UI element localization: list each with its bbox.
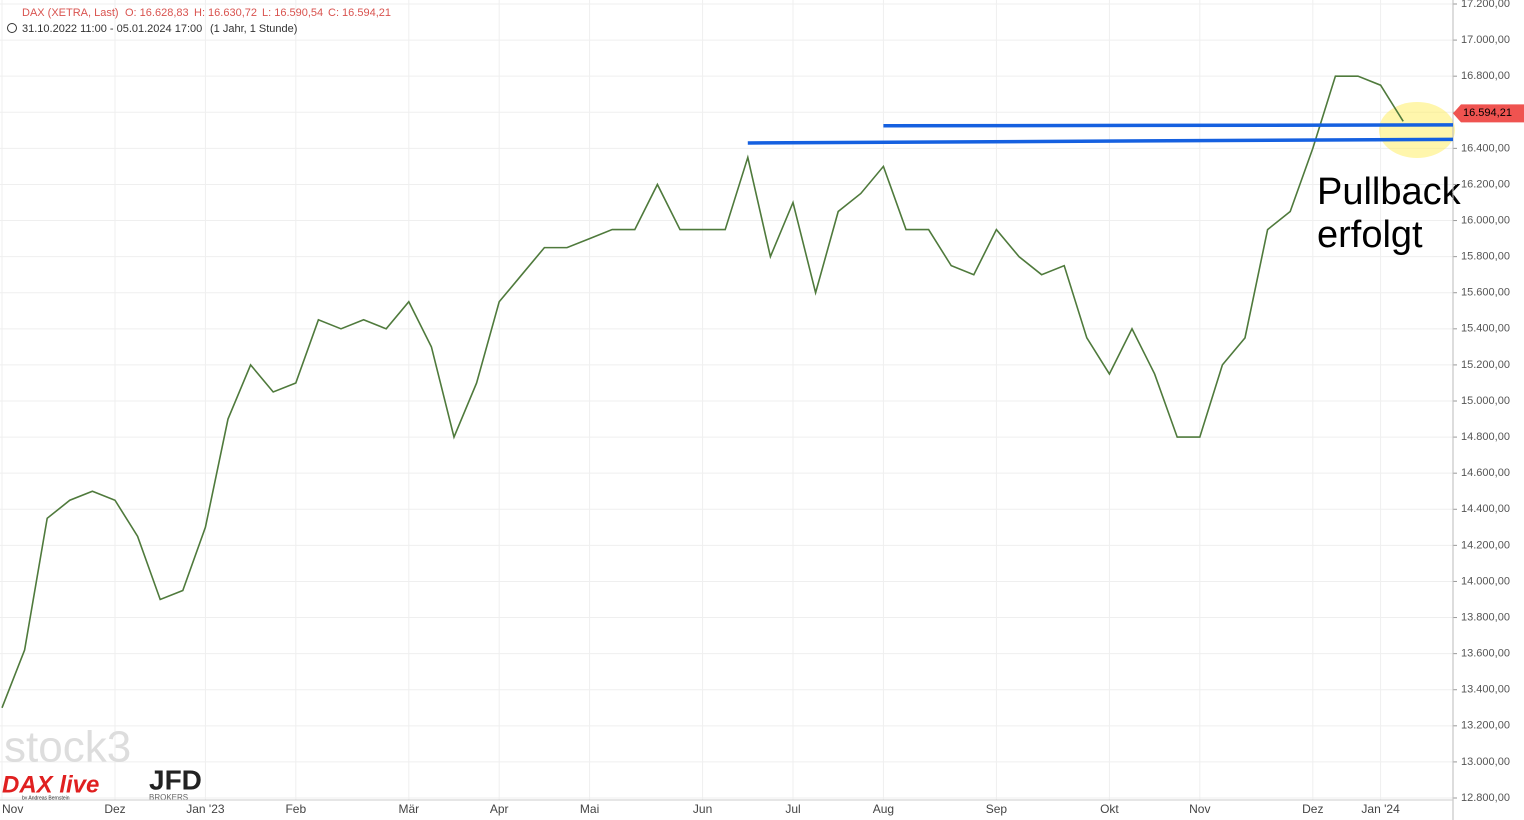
x-tick-label: Jan '23 <box>186 802 225 816</box>
y-tick-label: 15.600,00 <box>1461 287 1510 299</box>
y-tick-label: 16.800,00 <box>1461 70 1510 82</box>
clock-icon <box>7 23 17 33</box>
x-tick-label: Apr <box>490 802 509 816</box>
y-tick-label: 14.400,00 <box>1461 503 1510 515</box>
x-tick-label: Jan '24 <box>1361 802 1400 816</box>
x-tick-label: Jul <box>785 802 800 816</box>
last-price-label: 16.594,21 <box>1463 107 1512 119</box>
y-tick-label: 12.800,00 <box>1461 792 1510 804</box>
low: L: 16.590,54 <box>262 7 323 19</box>
logo: stock3 <box>4 723 131 772</box>
x-tick-label: Nov <box>1189 802 1210 816</box>
header: DAX (XETRA, Last) O: 16.628,83 H: 16.630… <box>7 7 391 35</box>
support-line <box>747 137 1454 145</box>
range: 31.10.2022 11:00 - 05.01.2024 17:00 <box>22 23 202 35</box>
x-tick-label: Jun <box>693 802 712 816</box>
annotation: erfolgt <box>1317 214 1423 256</box>
y-tick-label: 15.400,00 <box>1461 323 1510 335</box>
x-tick-label: Sep <box>986 802 1008 816</box>
annotation: Pullback <box>1317 171 1462 213</box>
open: O: 16.628,83 <box>125 7 189 19</box>
y-tick-label: 13.600,00 <box>1461 648 1510 660</box>
x-tick-label: Mai <box>580 802 599 816</box>
y-tick-label: 13.200,00 <box>1461 720 1510 732</box>
x-tick-label: Okt <box>1100 802 1119 816</box>
logo: BROKERS <box>149 793 188 802</box>
logo: DAX live <box>2 771 99 798</box>
last-price-marker <box>1453 104 1524 123</box>
y-tick-label: 15.800,00 <box>1461 251 1510 263</box>
interval: (1 Jahr, 1 Stunde) <box>210 23 297 35</box>
x-tick-label: Dez <box>1302 802 1323 816</box>
x-tick-label: Mär <box>398 802 419 816</box>
y-tick-label: 13.400,00 <box>1461 684 1510 696</box>
x-tick-label: Dez <box>104 802 125 816</box>
highlight <box>1379 102 1455 158</box>
y-tick-label: 14.200,00 <box>1461 539 1510 551</box>
logo: by Andreas Bernstein <box>22 795 70 801</box>
y-tick-label: 16.200,00 <box>1461 178 1510 190</box>
y-tick-label: 13.000,00 <box>1461 756 1510 768</box>
y-tick-label: 17.200,00 <box>1461 0 1510 10</box>
y-tick-label: 16.400,00 <box>1461 142 1510 154</box>
x-tick-label: Nov <box>2 802 23 816</box>
close: C: 16.594,21 <box>328 7 391 19</box>
y-tick-label: 16.000,00 <box>1461 214 1510 226</box>
support-line <box>883 123 1454 128</box>
y-tick-label: 15.200,00 <box>1461 359 1510 371</box>
x-tick-label: Feb <box>285 802 306 816</box>
high: H: 16.630,72 <box>194 7 257 19</box>
y-tick-label: 14.000,00 <box>1461 575 1510 587</box>
y-tick-label: 15.000,00 <box>1461 395 1510 407</box>
price-line <box>1 75 1404 709</box>
logo: JFD <box>149 764 202 795</box>
y-tick-label: 13.800,00 <box>1461 611 1510 623</box>
y-tick-label: 17.000,00 <box>1461 34 1510 46</box>
y-tick-label: 14.600,00 <box>1461 467 1510 479</box>
x-tick-label: Aug <box>873 802 894 816</box>
instrument: DAX (XETRA, Last) <box>22 7 119 19</box>
y-tick-label: 14.800,00 <box>1461 431 1510 443</box>
